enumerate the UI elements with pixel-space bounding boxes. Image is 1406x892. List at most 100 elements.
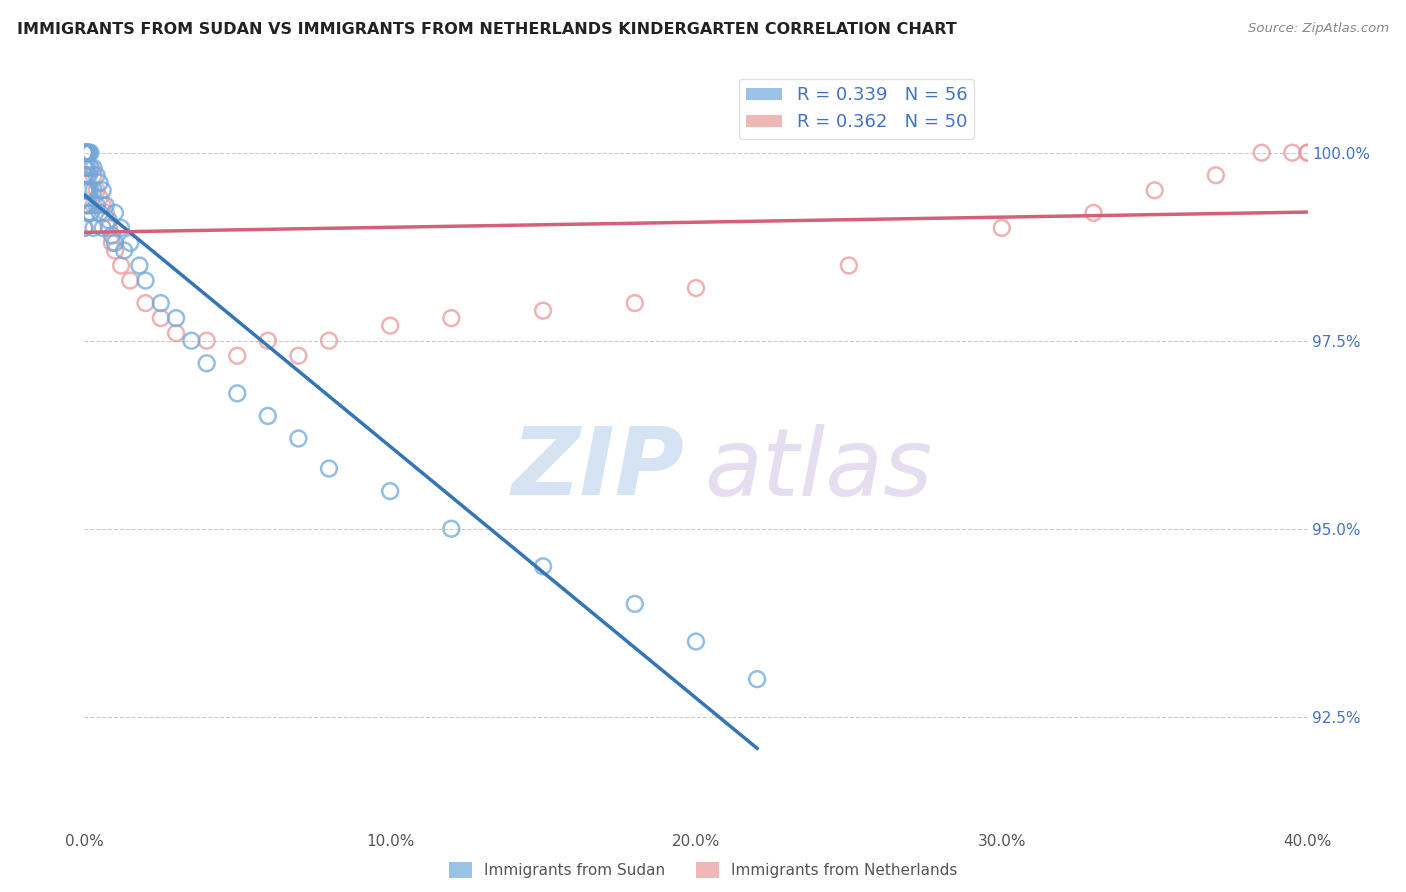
Point: [1296, 145, 1319, 160]
Point: [1250, 145, 1272, 160]
Point: [76, 168, 98, 182]
Point: [287, 432, 309, 446]
Point: [73, 145, 96, 160]
Point: [91, 198, 114, 212]
Point: [73, 145, 96, 160]
Point: [1205, 168, 1227, 182]
Point: [747, 672, 769, 686]
Legend: R = 0.339   N = 56, R = 0.362   N = 50: R = 0.339 N = 56, R = 0.362 N = 50: [738, 79, 974, 138]
Point: [76, 145, 98, 160]
Point: [75, 161, 97, 175]
Text: IMMIGRANTS FROM SUDAN VS IMMIGRANTS FROM NETHERLANDS KINDERGARTEN CORRELATION CH: IMMIGRANTS FROM SUDAN VS IMMIGRANTS FROM…: [17, 22, 956, 37]
Text: ZIP: ZIP: [512, 423, 685, 515]
Point: [76, 206, 98, 220]
Point: [226, 386, 249, 401]
Point: [110, 259, 132, 273]
Point: [79, 145, 101, 160]
Point: [73, 161, 96, 175]
Point: [73, 198, 96, 212]
Text: Source: ZipAtlas.com: Source: ZipAtlas.com: [1249, 22, 1389, 36]
Point: [79, 206, 101, 220]
Point: [149, 311, 172, 326]
Point: [73, 168, 96, 182]
Point: [257, 409, 280, 423]
Point: [77, 183, 100, 197]
Point: [110, 220, 132, 235]
Point: [86, 168, 108, 182]
Legend: Immigrants from Sudan, Immigrants from Netherlands: Immigrants from Sudan, Immigrants from N…: [443, 856, 963, 884]
Point: [120, 235, 142, 250]
Point: [180, 334, 202, 348]
Point: [135, 274, 157, 288]
Point: [89, 206, 111, 220]
Point: [73, 145, 96, 160]
Point: [1296, 145, 1319, 160]
Point: [91, 183, 114, 197]
Point: [287, 349, 309, 363]
Point: [76, 161, 98, 175]
Point: [104, 235, 127, 250]
Point: [73, 183, 96, 197]
Point: [226, 349, 249, 363]
Point: [77, 145, 100, 160]
Point: [94, 206, 117, 220]
Point: [79, 206, 101, 220]
Point: [101, 228, 124, 243]
Point: [101, 235, 124, 250]
Point: [75, 145, 97, 160]
Point: [76, 145, 98, 160]
Point: [83, 198, 105, 212]
Point: [73, 168, 96, 182]
Point: [380, 484, 402, 499]
Point: [77, 198, 100, 212]
Point: [149, 296, 172, 310]
Point: [73, 198, 96, 212]
Point: [257, 334, 280, 348]
Point: [97, 220, 120, 235]
Point: [97, 213, 120, 227]
Point: [1143, 183, 1166, 197]
Point: [75, 183, 97, 197]
Point: [77, 145, 100, 160]
Point: [1083, 206, 1105, 220]
Point: [75, 145, 97, 160]
Point: [318, 334, 340, 348]
Point: [83, 168, 105, 182]
Point: [531, 303, 554, 318]
Point: [79, 183, 101, 197]
Point: [440, 311, 463, 326]
Point: [94, 198, 117, 212]
Point: [165, 311, 187, 326]
Point: [380, 318, 402, 333]
Point: [73, 220, 96, 235]
Point: [86, 183, 108, 197]
Point: [685, 281, 707, 295]
Point: [838, 259, 860, 273]
Point: [89, 176, 111, 190]
Point: [73, 145, 96, 160]
Point: [120, 274, 142, 288]
Point: [83, 220, 105, 235]
Point: [77, 168, 100, 182]
Point: [75, 183, 97, 197]
Point: [104, 244, 127, 258]
Point: [73, 220, 96, 235]
Point: [1281, 145, 1303, 160]
Point: [73, 145, 96, 160]
Point: [73, 145, 96, 160]
Point: [76, 198, 98, 212]
Point: [83, 183, 105, 197]
Point: [128, 259, 150, 273]
Point: [73, 161, 96, 175]
Point: [624, 597, 647, 611]
Point: [685, 634, 707, 648]
Point: [79, 161, 101, 175]
Point: [83, 161, 105, 175]
Point: [318, 461, 340, 475]
Point: [76, 183, 98, 197]
Point: [112, 244, 135, 258]
Point: [195, 334, 218, 348]
Point: [135, 296, 157, 310]
Point: [440, 522, 463, 536]
Point: [91, 220, 114, 235]
